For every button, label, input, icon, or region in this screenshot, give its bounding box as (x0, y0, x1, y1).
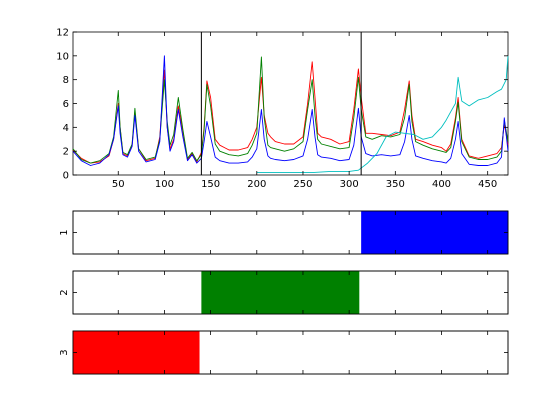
x-tick-label: 400 (432, 179, 451, 190)
strip-2-y-label: 2 (59, 289, 70, 295)
main-plot-area (72, 31, 509, 176)
strip-2-ticks: 2 (59, 271, 508, 314)
strip-3-segment-1 (73, 331, 200, 374)
main-plot-content (72, 32, 509, 175)
y-tick-label: 6 (63, 99, 69, 110)
strip-1-ticks: 1 (59, 211, 508, 254)
strip-2-content (72, 270, 509, 315)
strip-1-content (72, 210, 509, 255)
x-tick-label: 50 (112, 179, 125, 190)
series-line-2 (72, 56, 509, 164)
series-line-3 (72, 55, 509, 166)
strip-1-segment-1 (361, 211, 508, 254)
strip-3-y-label: 3 (59, 349, 70, 355)
y-tick-label: 8 (63, 75, 69, 86)
main-axis-ticks: 50 100 150 200 250 300 350 400 450 0 2 4 6 8 10 12 (56, 28, 508, 190)
y-tick-label: 12 (56, 28, 69, 39)
strip-3-ticks: 3 (59, 331, 508, 374)
x-tick-label: 450 (478, 179, 497, 190)
series-line-1 (72, 61, 509, 164)
x-tick-label: 100 (155, 179, 174, 190)
x-tick-label: 350 (386, 179, 405, 190)
y-tick-label: 0 (63, 171, 69, 182)
strip-2-segment-1 (201, 271, 360, 314)
y-tick-label: 2 (63, 147, 69, 158)
indicator-strip-1: 1 (59, 210, 509, 255)
indicator-strip-3: 3 (59, 330, 509, 375)
main-line-chart: 50 100 150 200 250 300 350 400 450 0 2 4 6 8 10 12 (56, 28, 509, 190)
x-tick-label: 250 (293, 179, 312, 190)
y-tick-label: 10 (56, 51, 69, 62)
x-tick-label: 300 (340, 179, 359, 190)
y-tick-label: 4 (63, 123, 69, 134)
x-tick-label: 150 (201, 179, 220, 190)
x-tick-label: 200 (247, 179, 266, 190)
strip-1-y-label: 1 (59, 229, 70, 235)
strip-3-content (72, 330, 509, 375)
indicator-strip-2: 2 (59, 270, 509, 315)
series-line-4 (256, 55, 509, 174)
